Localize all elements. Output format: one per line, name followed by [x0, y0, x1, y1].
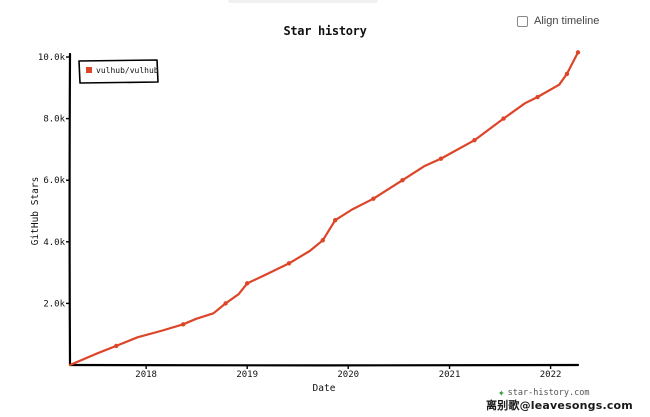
data-point — [286, 261, 292, 266]
data-point — [438, 156, 444, 161]
data-point — [181, 322, 186, 327]
data-point — [371, 196, 376, 201]
x-tick-label: 2019 — [236, 370, 258, 380]
x-tick-label: 2021 — [439, 370, 461, 380]
watermark-site: star-history.com — [507, 387, 590, 398]
data-point — [472, 137, 477, 143]
data-point — [501, 116, 506, 121]
y-tick-label: 8.0k — [43, 115, 65, 125]
legend: vulhub/vulhub — [78, 59, 159, 84]
chart-axes — [68, 52, 580, 367]
align-timeline-checkbox[interactable] — [517, 15, 528, 27]
data-point — [244, 281, 250, 286]
data-point — [333, 218, 338, 223]
x-tick-label: 2018 — [135, 370, 157, 380]
data-point — [223, 301, 228, 306]
legend-swatch — [86, 67, 92, 73]
align-timeline-toggle[interactable]: Align timeline — [517, 15, 599, 27]
data-point — [400, 178, 405, 183]
overlay-credit: 离别歌@leavesongs.com — [486, 399, 633, 412]
series-line — [68, 51, 580, 367]
y-tick-label: 10.0k — [38, 53, 66, 63]
y-tick-label: 6.0k — [43, 176, 65, 186]
y-axis-ticks: 2.0k 4.0k 6.0k 8.0k 10.0k — [38, 53, 70, 309]
data-point — [575, 50, 581, 55]
x-tick-label: 2022 — [540, 370, 562, 380]
x-tick-label: 2020 — [337, 370, 359, 380]
legend-label: vulhub/vulhub — [96, 66, 159, 75]
star-icon: ✦ — [498, 386, 505, 399]
data-point — [564, 71, 570, 77]
legend-box — [78, 59, 159, 84]
align-timeline-label: Align timeline — [534, 15, 600, 27]
watermark: ✦ star-history.com — [498, 386, 590, 399]
y-axis-label: GitHub Stars — [30, 177, 41, 246]
y-tick-label: 2.0k — [43, 299, 65, 309]
x-axis-ticks: 2018 2019 2020 2021 2022 — [135, 365, 561, 380]
data-point — [535, 94, 540, 100]
y-tick-label: 4.0k — [43, 238, 65, 248]
data-point — [114, 343, 119, 349]
x-axis-label: Date — [313, 383, 336, 394]
data-point — [320, 238, 325, 243]
top-tab-indicator — [228, 0, 378, 3]
series-group — [68, 50, 581, 367]
chart-title: Star history — [283, 24, 367, 38]
